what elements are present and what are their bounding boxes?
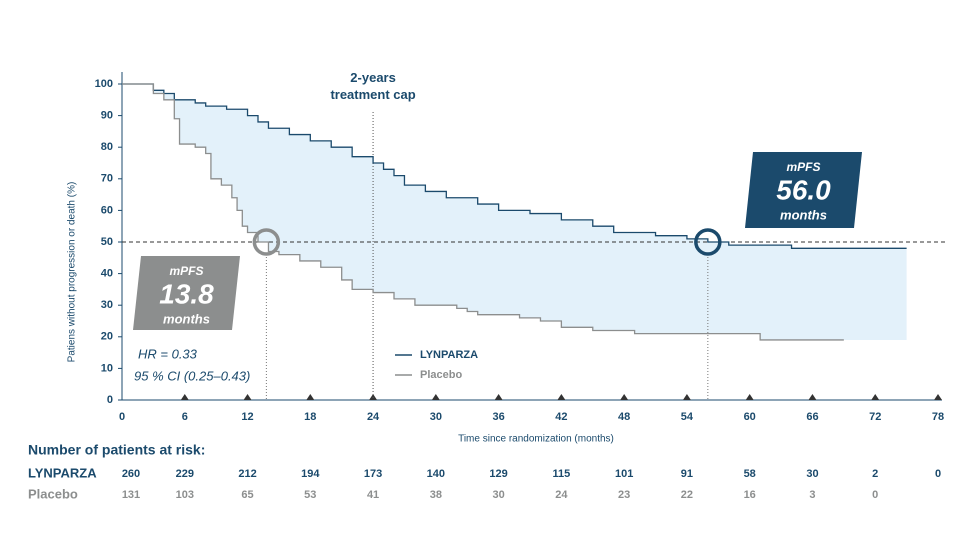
risk-value: 2 xyxy=(872,468,878,480)
median-unit: months xyxy=(780,207,827,222)
risk-row-name: Placebo xyxy=(28,486,78,501)
risk-value: 129 xyxy=(489,468,507,480)
km-curve xyxy=(122,83,844,341)
y-tick-label: 80 xyxy=(101,141,113,153)
risk-row-name: LYNPARZA xyxy=(28,465,97,480)
x-tick-label: 12 xyxy=(241,411,253,423)
x-tick-marker xyxy=(180,394,189,400)
x-tick-label: 30 xyxy=(430,411,442,423)
median-box xyxy=(745,152,862,228)
median-marker xyxy=(252,228,281,256)
x-tick-marker xyxy=(682,394,691,400)
y-tick-label: 10 xyxy=(101,362,113,374)
x-tick-label: 78 xyxy=(932,411,944,423)
risk-value: 173 xyxy=(364,468,382,480)
x-tick-label: 24 xyxy=(367,411,380,423)
x-tick-marker xyxy=(306,394,315,400)
y-axis-label: Patiens without progression or death (%) xyxy=(67,182,78,363)
ci-text: 95 % CI (0.25–0.43) xyxy=(134,368,250,383)
risk-value: 229 xyxy=(176,468,194,480)
x-tick-marker xyxy=(494,394,503,400)
risk-value: 115 xyxy=(553,468,571,480)
x-axis-label: Time since randomization (months) xyxy=(458,434,614,445)
risk-value: 22 xyxy=(681,489,693,501)
risk-value: 3 xyxy=(809,489,815,501)
risk-title: Number of patients at risk: xyxy=(28,442,205,458)
x-tick-marker xyxy=(808,394,817,400)
risk-value: 101 xyxy=(615,468,633,480)
x-tick-label: 36 xyxy=(492,411,504,423)
y-tick-label: 90 xyxy=(101,110,113,122)
x-tick-label: 72 xyxy=(869,411,881,423)
risk-value: 131 xyxy=(122,489,140,501)
risk-value: 38 xyxy=(430,489,442,501)
risk-value: 65 xyxy=(241,489,253,501)
risk-value: 24 xyxy=(555,489,568,501)
median-marker xyxy=(694,228,722,256)
risk-value: 194 xyxy=(301,468,320,480)
median-box xyxy=(133,256,240,330)
cap-label-line: 2-years xyxy=(350,70,396,85)
y-tick-label: 70 xyxy=(101,173,113,185)
cap-label: 2-years treatment cap xyxy=(330,70,415,102)
y-tick-label: 40 xyxy=(101,268,113,280)
y-tick-label: 0 xyxy=(107,394,113,406)
risk-value: 58 xyxy=(744,468,756,480)
legend-label: Placebo xyxy=(420,369,462,381)
y-tick-label: 100 xyxy=(95,78,113,90)
risk-value: 0 xyxy=(872,489,878,501)
x-tick-marker xyxy=(431,394,440,400)
x-tick-label: 60 xyxy=(744,411,756,423)
risk-value: 91 xyxy=(681,468,693,480)
median-value: 56.0 xyxy=(776,174,831,205)
risk-value: 260 xyxy=(122,468,140,480)
x-tick-marker xyxy=(557,394,566,400)
x-tick-label: 18 xyxy=(304,411,316,423)
x-tick-marker xyxy=(934,394,942,400)
x-tick-label: 42 xyxy=(555,411,567,423)
risk-value: 16 xyxy=(744,489,756,501)
median-unit: months xyxy=(163,311,210,326)
risk-value: 0 xyxy=(935,468,941,480)
risk-value: 30 xyxy=(806,468,818,480)
y-tick-label: 20 xyxy=(101,331,113,343)
median-title: mPFS xyxy=(169,264,203,278)
x-tick-label: 0 xyxy=(119,411,125,423)
hr-text: HR = 0.33 xyxy=(138,346,198,361)
legend-label: LYNPARZA xyxy=(420,349,478,361)
x-tick-label: 48 xyxy=(618,411,630,423)
median-title: mPFS xyxy=(786,160,820,174)
cap-label-line: treatment cap xyxy=(330,87,415,102)
risk-value: 30 xyxy=(492,489,504,501)
x-tick-marker xyxy=(745,394,754,400)
risk-value: 212 xyxy=(238,468,256,480)
band-fill xyxy=(122,84,907,340)
y-tick-label: 60 xyxy=(101,204,113,216)
risk-value: 103 xyxy=(176,489,194,501)
risk-value: 23 xyxy=(618,489,630,501)
y-tick-label: 30 xyxy=(101,299,113,311)
x-tick-marker xyxy=(620,394,629,400)
km-curve xyxy=(122,83,907,249)
x-tick-marker xyxy=(871,394,880,400)
risk-value: 53 xyxy=(304,489,316,501)
risk-value: 41 xyxy=(367,489,379,501)
x-tick-label: 66 xyxy=(806,411,818,423)
x-tick-label: 6 xyxy=(182,411,188,423)
x-tick-marker xyxy=(243,394,252,400)
median-value: 13.8 xyxy=(159,278,214,309)
y-tick-label: 50 xyxy=(101,236,113,248)
risk-value: 140 xyxy=(427,468,445,480)
x-tick-label: 54 xyxy=(681,411,694,423)
